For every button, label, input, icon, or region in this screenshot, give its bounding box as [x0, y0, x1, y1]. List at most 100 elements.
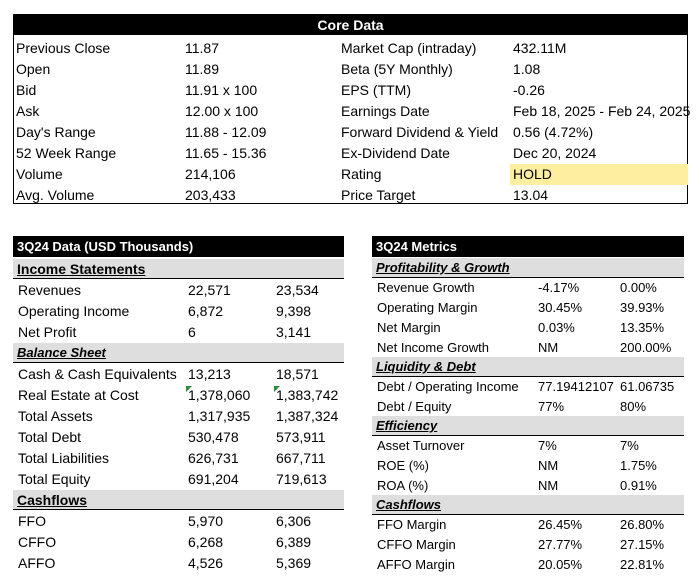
row-label: CFFO Margin: [377, 537, 456, 552]
core-value: 203,433: [185, 187, 236, 203]
row-label: Debt / Equity: [377, 399, 452, 414]
table-row: Total Liabilities 626,731 667,711: [13, 448, 344, 469]
table-row: Operating Margin 30.45% 39.93%: [372, 298, 684, 318]
row-value: 573,911: [276, 429, 326, 445]
row-value: 13.35%: [620, 320, 665, 335]
row-label: FFO Margin: [377, 517, 447, 532]
row-value: 200.00%: [620, 340, 672, 355]
row-value: 30.45%: [538, 300, 583, 315]
core-value: Feb 18, 2025 - Feb 24, 2025: [513, 103, 691, 119]
core-row: Day's Range 11.88 - 12.09 Forward Divide…: [14, 122, 687, 143]
row-label: ROA (%): [377, 478, 429, 493]
table-row: Asset Turnover 7% 7%: [372, 436, 684, 456]
table-row: Net Profit 6 3,141: [13, 322, 344, 343]
core-value: 11.65 - 15.36: [185, 145, 267, 161]
table-row: Total Equity 691,204 719,613: [13, 469, 344, 490]
core-value: 13.04: [513, 187, 549, 203]
core-value: 11.89: [185, 61, 219, 77]
row-value: 20.05%: [538, 557, 583, 572]
table-row: CFFO Margin 27.77% 27.15%: [372, 535, 684, 555]
row-label: CFFO: [18, 534, 57, 550]
row-value: 0.91%: [620, 478, 657, 493]
row-value: NM: [538, 340, 559, 355]
table-row: Debt / Equity 77% 80%: [372, 397, 684, 417]
table-row: CFFO 6,268 6,389: [13, 532, 344, 553]
table-row: Total Assets 1,317,935 1,387,324: [13, 406, 344, 427]
core-value: 432.11M: [513, 40, 567, 56]
row-label: ROE (%): [377, 458, 429, 473]
row-value: 9,398: [276, 303, 312, 319]
core-row: Ask 12.00 x 100 Earnings Date Feb 18, 20…: [14, 101, 691, 122]
section-income: Income Statements: [13, 259, 344, 279]
quarter-data-table: 3Q24 Data (USD Thousands) Income Stateme…: [13, 236, 344, 578]
core-label: Day's Range: [16, 124, 96, 140]
core-value: 1.08: [513, 61, 541, 77]
row-label: Revenues: [18, 282, 82, 298]
core-label: Market Cap (intraday): [341, 40, 477, 56]
row-value: 80%: [620, 399, 647, 414]
row-value: 77.19412107: [538, 379, 614, 394]
row-label: Revenue Growth: [377, 280, 475, 295]
row-value: 6,389: [276, 534, 312, 550]
row-value: 667,711: [276, 450, 326, 466]
row-label: Total Liabilities: [18, 450, 110, 466]
row-value: 1,383,742: [276, 387, 339, 403]
row-label: Operating Margin: [377, 300, 478, 315]
row-label: Net Income Growth: [377, 340, 489, 355]
core-label: Volume: [16, 166, 63, 182]
core-data-title: Core Data: [14, 15, 687, 35]
table-row: ROA (%) NM 0.91%: [372, 476, 684, 496]
core-value: 11.87: [185, 40, 219, 56]
quarter-metrics-title: 3Q24 Metrics: [372, 236, 684, 257]
core-value: Dec 20, 2024: [513, 145, 597, 161]
core-label: Forward Dividend & Yield: [341, 124, 499, 140]
table-row: Revenue Growth -4.17% 0.00%: [372, 278, 684, 298]
row-value: 13,213: [188, 366, 231, 382]
rating-badge: HOLD: [510, 164, 688, 185]
row-label: Operating Income: [18, 303, 130, 319]
table-row: Debt / Operating Income 77.19412107 61.0…: [372, 377, 684, 397]
row-value: 77%: [538, 399, 565, 414]
row-value: 23,534: [276, 282, 319, 298]
core-row: Volume 214,106 Rating HOLD: [14, 164, 688, 185]
table-row: AFFO 4,526 5,369: [13, 553, 344, 574]
row-value: 26.80%: [620, 517, 665, 532]
section-cashflow-metrics: Cashflows: [372, 495, 684, 515]
table-row: Operating Income 6,872 9,398: [13, 301, 344, 322]
row-value: 6,872: [188, 303, 224, 319]
row-value: 719,613: [276, 471, 327, 487]
table-row: AFFO Margin 20.05% 22.81%: [372, 555, 684, 575]
row-value: 530,478: [188, 429, 239, 445]
core-label: Beta (5Y Monthly): [341, 61, 453, 77]
row-value: 26.45%: [538, 517, 583, 532]
core-label: Bid: [16, 82, 37, 98]
core-label: Earnings Date: [341, 103, 430, 119]
row-label: Net Margin: [377, 320, 441, 335]
core-label: Ask: [16, 103, 40, 119]
quarter-data-title: 3Q24 Data (USD Thousands): [13, 236, 344, 257]
table-row: Cash & Cash Equivalents 13,213 18,571: [13, 364, 344, 385]
cell-flag-icon: [274, 386, 280, 392]
row-label: Total Debt: [18, 429, 82, 445]
core-data-table: Core Data Previous Close 11.87 Market Ca…: [13, 14, 691, 204]
core-row: 52 Week Range 11.65 - 15.36 Ex-Dividend …: [14, 143, 687, 164]
row-label: Total Assets: [18, 408, 93, 424]
row-value: 6: [188, 324, 196, 340]
core-label: Price Target: [341, 187, 416, 203]
row-value: 1.75%: [620, 458, 657, 473]
core-value: 214,106: [185, 166, 236, 182]
core-value: 11.91 x 100: [185, 82, 258, 98]
core-label: 52 Week Range: [16, 145, 117, 161]
core-value: 12.00 x 100: [185, 103, 259, 119]
section-cashflows: Cashflows: [13, 490, 344, 510]
row-value: 22.81%: [620, 557, 665, 572]
row-value: 4,526: [188, 555, 224, 571]
row-value: 1,317,935: [188, 408, 251, 424]
row-label: AFFO Margin: [377, 557, 456, 572]
core-value: -0.26: [513, 82, 545, 98]
row-value: NM: [538, 458, 559, 473]
cell-flag-icon: [186, 386, 192, 392]
row-value: 0.00%: [620, 280, 657, 295]
row-value: 61.06735: [620, 379, 675, 394]
core-label: Open: [16, 61, 51, 77]
